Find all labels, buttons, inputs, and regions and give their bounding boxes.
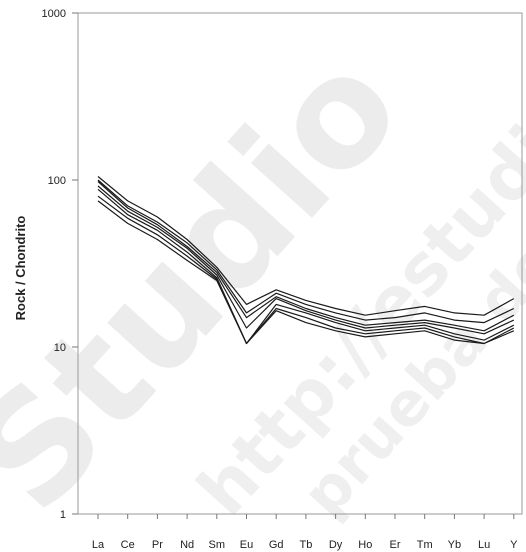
y-tick-label: 100 [48, 175, 66, 187]
x-tick-label: Gd [269, 539, 284, 551]
y-axis-ticks: 1 10 100 1000 [42, 8, 78, 521]
series-line [97, 195, 515, 345]
x-tick-label: Ho [358, 539, 372, 551]
series-line [97, 188, 515, 345]
x-tick-label: Eu [240, 539, 253, 551]
series-lines [97, 176, 515, 345]
x-axis-ticks: La Ce Pr Nd Sm Eu Gd Tb Dy Ho Er Tm Yb Lu Y [92, 514, 518, 551]
y-tick-label: 1000 [42, 8, 66, 20]
x-tick-label: Sm [209, 539, 226, 551]
x-tick-label: Nd [180, 539, 194, 551]
series-line [97, 179, 515, 324]
series-line [97, 176, 515, 316]
y-tick-label: 10 [54, 342, 66, 354]
plot-area-frame [77, 12, 523, 515]
series-line [97, 181, 515, 332]
x-tick-label: Lu [478, 539, 490, 551]
series-line [97, 185, 515, 335]
x-tick-label: Pr [152, 539, 163, 551]
x-tick-label: Ce [121, 539, 135, 551]
x-tick-label: La [92, 539, 105, 551]
x-tick-label: Er [390, 539, 401, 551]
y-axis-label: Rock / Chondrito [13, 216, 28, 321]
x-tick-label: Tm [417, 539, 433, 551]
x-tick-label: Y [510, 539, 518, 551]
series-line [97, 200, 515, 345]
x-tick-label: Yb [448, 539, 461, 551]
y-tick-label: 1 [60, 509, 66, 521]
x-tick-label: Tb [299, 539, 312, 551]
x-tick-label: Dy [329, 539, 343, 551]
